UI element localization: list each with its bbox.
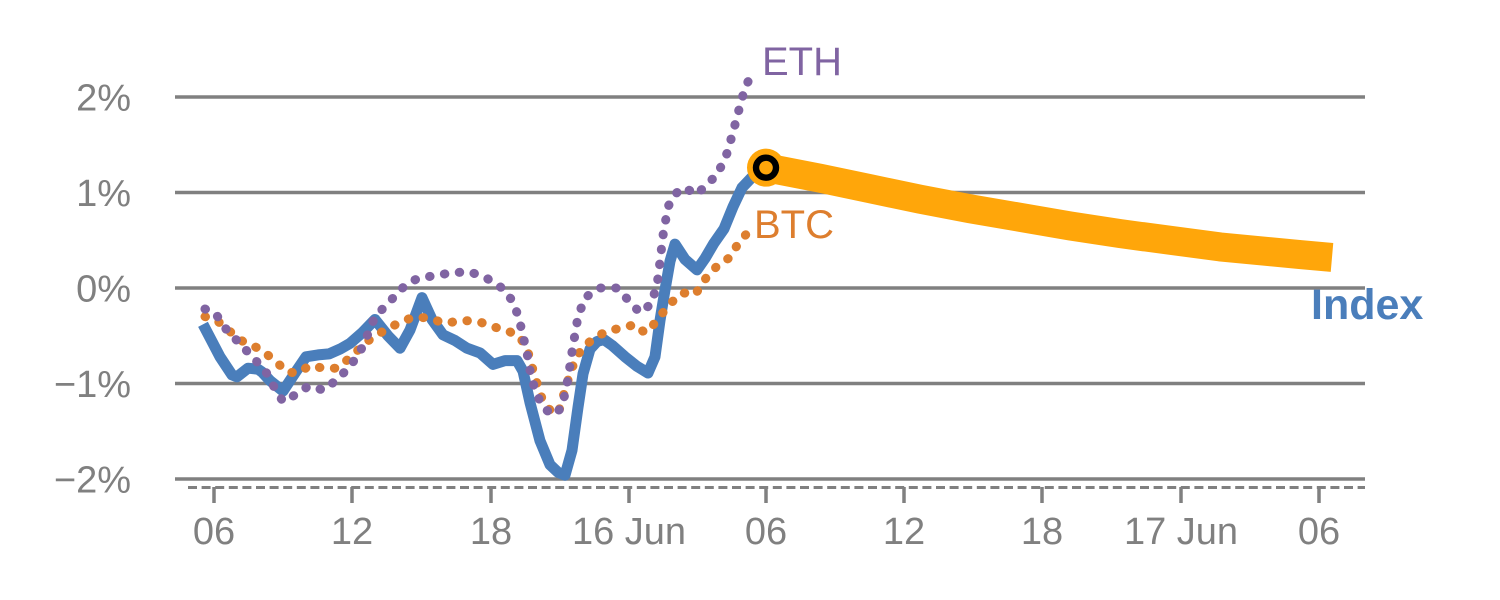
x-axis-label-6: 18 [1021,511,1063,553]
y-axis-label-1: 1% [76,173,131,215]
x-axis-label-0: 06 [193,511,235,553]
x-axis-label-4: 06 [745,511,787,553]
x-axis-label-2: 18 [470,511,512,553]
eth-series-label: ETH [762,40,842,84]
index-series-label: Index [1311,281,1424,329]
x-axis-label-3: 16 Jun [572,511,686,553]
eth-line [200,69,760,420]
y-axis-label-−2: −2% [54,460,131,502]
x-axis-label-5: 12 [883,511,925,553]
current-point-marker [752,154,780,181]
index-projection-line [763,153,1334,272]
x-axis-label-1: 12 [331,511,373,553]
y-axis-label-2: 2% [76,78,131,120]
btc-series-label: BTC [754,203,834,247]
x-axis-label-7: 17 Jun [1124,511,1238,553]
marker-halo [747,148,785,187]
x-axis-label-8: 06 [1298,511,1340,553]
y-axis-label-−1: −1% [54,364,131,406]
y-axis-label-0: 0% [76,269,131,311]
